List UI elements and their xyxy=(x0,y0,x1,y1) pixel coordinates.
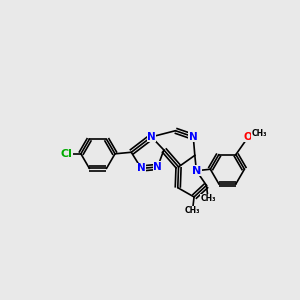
Text: N: N xyxy=(147,132,156,142)
Text: N: N xyxy=(153,162,162,172)
Text: CH₃: CH₃ xyxy=(251,129,267,138)
Text: N: N xyxy=(192,166,201,176)
Text: N: N xyxy=(189,132,198,142)
Text: CH₃: CH₃ xyxy=(200,194,216,203)
Text: N: N xyxy=(137,164,146,173)
Text: CH₃: CH₃ xyxy=(185,206,200,215)
Text: Cl: Cl xyxy=(60,149,72,159)
Text: O: O xyxy=(244,132,253,142)
